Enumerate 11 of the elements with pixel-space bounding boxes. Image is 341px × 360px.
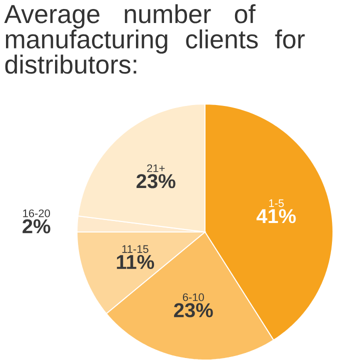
slice-label: 11-15: [122, 245, 148, 253]
slice-label: 16-20: [23, 209, 50, 218]
data-label: 41%: [256, 209, 296, 224]
data-label: 2%: [22, 219, 50, 234]
chart-title: Average number of manufacturing clients for distributors:: [4, 4, 305, 74]
data-label: 23%: [136, 174, 176, 188]
data-label: 23%: [174, 303, 213, 318]
data-label: 11%: [116, 254, 154, 270]
slice-label: 21+: [147, 164, 165, 172]
slice-label: 1-5: [269, 199, 284, 208]
slice-label: 6-10: [182, 293, 204, 302]
